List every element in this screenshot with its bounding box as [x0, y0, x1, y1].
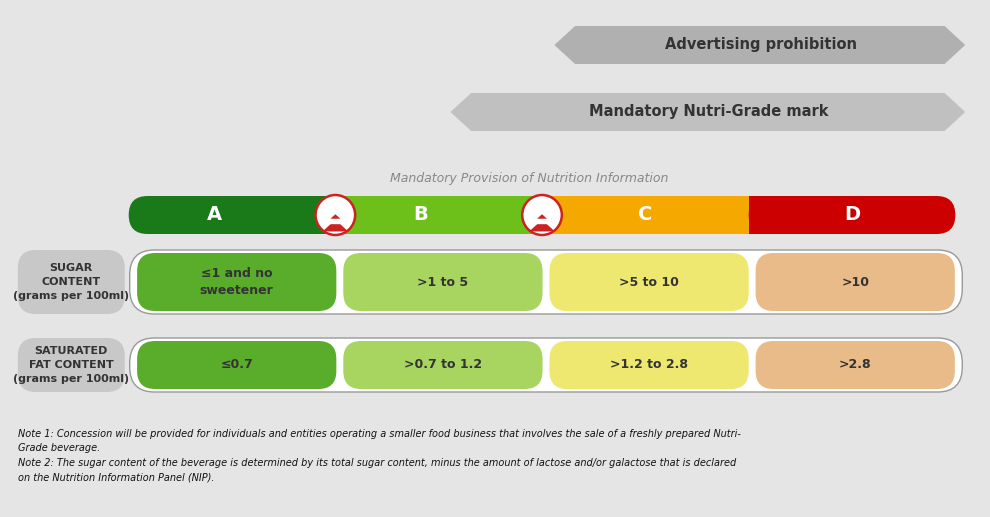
Text: >0.7 to 1.2: >0.7 to 1.2 — [404, 358, 482, 372]
Bar — [336, 196, 543, 234]
Text: Mandatory Nutri-Grade mark: Mandatory Nutri-Grade mark — [589, 104, 829, 119]
FancyBboxPatch shape — [130, 338, 962, 392]
FancyBboxPatch shape — [549, 253, 748, 311]
Bar — [543, 196, 748, 234]
FancyBboxPatch shape — [129, 196, 336, 234]
Bar — [748, 196, 937, 234]
FancyBboxPatch shape — [755, 253, 954, 311]
FancyBboxPatch shape — [549, 341, 748, 389]
Text: Mandatory Provision of Nutrition Information: Mandatory Provision of Nutrition Informa… — [390, 173, 669, 186]
Polygon shape — [331, 214, 341, 219]
Text: D: D — [843, 205, 860, 224]
Bar — [148, 196, 336, 234]
Text: >5 to 10: >5 to 10 — [619, 276, 679, 288]
Text: >2.8: >2.8 — [839, 358, 871, 372]
FancyBboxPatch shape — [755, 341, 954, 389]
Text: A: A — [207, 205, 222, 224]
Polygon shape — [323, 220, 348, 232]
FancyBboxPatch shape — [344, 341, 543, 389]
Polygon shape — [450, 93, 965, 131]
Text: >10: >10 — [842, 276, 869, 288]
Text: >1 to 5: >1 to 5 — [418, 276, 468, 288]
FancyBboxPatch shape — [18, 338, 125, 392]
Text: SATURATED
FAT CONTENT
(grams per 100ml): SATURATED FAT CONTENT (grams per 100ml) — [13, 346, 130, 384]
Text: Note 1: Concession will be provided for individuals and entities operating a sma: Note 1: Concession will be provided for … — [18, 429, 741, 482]
Text: Advertising prohibition: Advertising prohibition — [665, 38, 857, 53]
FancyBboxPatch shape — [137, 341, 337, 389]
FancyBboxPatch shape — [18, 250, 125, 314]
FancyBboxPatch shape — [137, 253, 337, 311]
Text: >1.2 to 2.8: >1.2 to 2.8 — [610, 358, 688, 372]
Polygon shape — [529, 220, 554, 232]
FancyBboxPatch shape — [344, 253, 543, 311]
Polygon shape — [554, 26, 965, 64]
Text: C: C — [639, 205, 652, 224]
FancyBboxPatch shape — [748, 196, 955, 234]
Text: ≤1 and no
sweetener: ≤1 and no sweetener — [200, 267, 273, 297]
Text: ≤0.7: ≤0.7 — [221, 358, 253, 372]
Polygon shape — [537, 214, 546, 219]
Text: SUGAR
CONTENT
(grams per 100ml): SUGAR CONTENT (grams per 100ml) — [13, 263, 130, 301]
Text: B: B — [414, 205, 429, 224]
Polygon shape — [327, 216, 345, 224]
FancyBboxPatch shape — [130, 250, 962, 314]
Circle shape — [523, 195, 561, 235]
Circle shape — [316, 195, 355, 235]
Polygon shape — [533, 216, 550, 224]
